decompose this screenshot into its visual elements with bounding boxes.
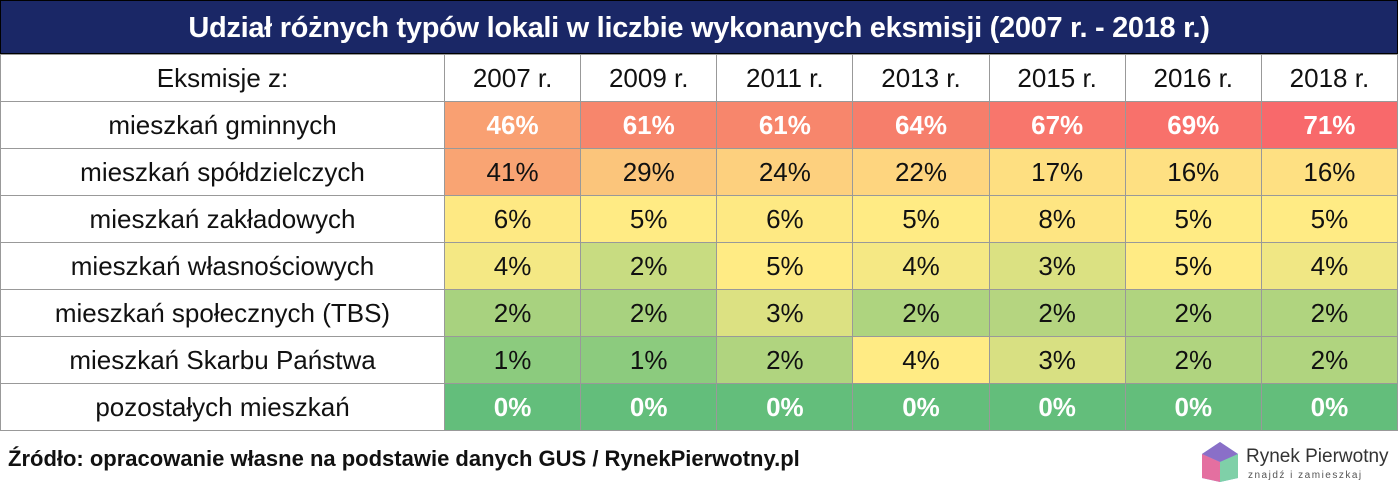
row-label: pozostałych mieszkań	[0, 383, 445, 431]
row: mieszkań zakładowych 6% 5% 6% 5% 8% 5% 5%	[0, 195, 1399, 243]
value-cell: 2%	[580, 242, 718, 290]
value-cell: 0%	[716, 383, 854, 431]
row-label: mieszkań Skarbu Państwa	[0, 336, 445, 384]
value-cell: 22%	[852, 148, 990, 196]
source: Źródło: opracowanie własne na podstawie …	[8, 446, 800, 471]
value-cell: 6%	[716, 195, 854, 243]
title: Udział różnych typów lokali w liczbie wy…	[0, 0, 1398, 54]
value-cell: 0%	[988, 383, 1126, 431]
value-cell: 4%	[443, 242, 582, 290]
header-cell: 2016 r.	[1124, 54, 1262, 102]
value-cell: 61%	[716, 101, 854, 149]
value-cell: 1%	[580, 336, 718, 384]
value-cell: 0%	[1124, 383, 1262, 431]
logo-icon	[1202, 442, 1238, 482]
header-cell: 2009 r.	[580, 54, 718, 102]
value-cell: 24%	[716, 148, 854, 196]
value-cell: 17%	[988, 148, 1126, 196]
header-row: Eksmisje z: 2007 r. 2009 r. 2011 r. 2013 r. 2…	[0, 54, 1399, 102]
row: mieszkań gminnych 46% 61% 61% 64% 67% 69% 71%	[0, 101, 1399, 149]
logo: Rynek Pierwotny znajdź i zamieszkaj	[1200, 440, 1389, 489]
value-cell: 2%	[443, 289, 582, 337]
value-cell: 16%	[1124, 148, 1262, 196]
header-cell: 2011 r.	[716, 54, 854, 102]
value-cell: 0%	[852, 383, 990, 431]
value-cell: 2%	[1124, 336, 1262, 384]
row-label: mieszkań gminnych	[0, 101, 445, 149]
header-cell: 2015 r.	[988, 54, 1126, 102]
value-cell: 0%	[1260, 383, 1399, 431]
value-cell: 8%	[988, 195, 1126, 243]
value-cell: 16%	[1260, 148, 1399, 196]
value-cell: 2%	[580, 289, 718, 337]
value-cell: 5%	[716, 242, 854, 290]
value-cell: 46%	[443, 101, 582, 149]
value-cell: 4%	[1260, 242, 1399, 290]
logo-name: Rynek Pierwotny	[1246, 446, 1389, 467]
row-label: mieszkań spółdzielczych	[0, 148, 445, 196]
header-cell: Eksmisje z:	[0, 54, 445, 102]
value-cell: 5%	[1124, 242, 1262, 290]
row: mieszkań spółdzielczych 41% 29% 24% 22% 17% 16…	[0, 148, 1399, 196]
value-cell: 3%	[988, 336, 1126, 384]
value-cell: 4%	[852, 336, 990, 384]
value-cell: 61%	[580, 101, 718, 149]
row-label: mieszkań własnościowych	[0, 242, 445, 290]
value-cell: 2%	[1260, 336, 1399, 384]
row: pozostałych mieszkań 0% 0% 0% 0% 0% 0% 0%	[0, 383, 1399, 431]
value-cell: 3%	[716, 289, 854, 337]
header-cell: 2007 r.	[443, 54, 582, 102]
value-cell: 41%	[443, 148, 582, 196]
value-cell: 0%	[443, 383, 582, 431]
header-cell: 2013 r.	[852, 54, 990, 102]
value-cell: 64%	[852, 101, 990, 149]
value-cell: 2%	[716, 336, 854, 384]
value-cell: 6%	[443, 195, 582, 243]
row-label: mieszkań zakładowych	[0, 195, 445, 243]
row-label: mieszkań społecznych (TBS)	[0, 289, 445, 337]
row: mieszkań Skarbu Państwa 1% 1% 2% 4% 3% 2% 2%	[0, 336, 1399, 384]
header-cell: 2018 r.	[1260, 54, 1399, 102]
value-cell: 67%	[988, 101, 1126, 149]
value-cell: 5%	[852, 195, 990, 243]
value-cell: 71%	[1260, 101, 1399, 149]
table: Eksmisje z: 2007 r. 2009 r. 2011 r. 2013 r. 2…	[0, 54, 1399, 431]
value-cell: 2%	[1260, 289, 1399, 337]
value-cell: 5%	[580, 195, 718, 243]
value-cell: 69%	[1124, 101, 1262, 149]
value-cell: 2%	[988, 289, 1126, 337]
logo-tagline: znajdź i zamieszkaj	[1248, 470, 1363, 481]
value-cell: 1%	[443, 336, 582, 384]
value-cell: 5%	[1124, 195, 1262, 243]
value-cell: 2%	[852, 289, 990, 337]
row: mieszkań społecznych (TBS) 2% 2% 3% 2% 2% 2% 2%	[0, 289, 1399, 337]
value-cell: 0%	[580, 383, 718, 431]
row: mieszkań własnościowych 4% 2% 5% 4% 3% 5% 4%	[0, 242, 1399, 290]
value-cell: 3%	[988, 242, 1126, 290]
value-cell: 4%	[852, 242, 990, 290]
value-cell: 2%	[1124, 289, 1262, 337]
value-cell: 5%	[1260, 195, 1399, 243]
value-cell: 29%	[580, 148, 718, 196]
